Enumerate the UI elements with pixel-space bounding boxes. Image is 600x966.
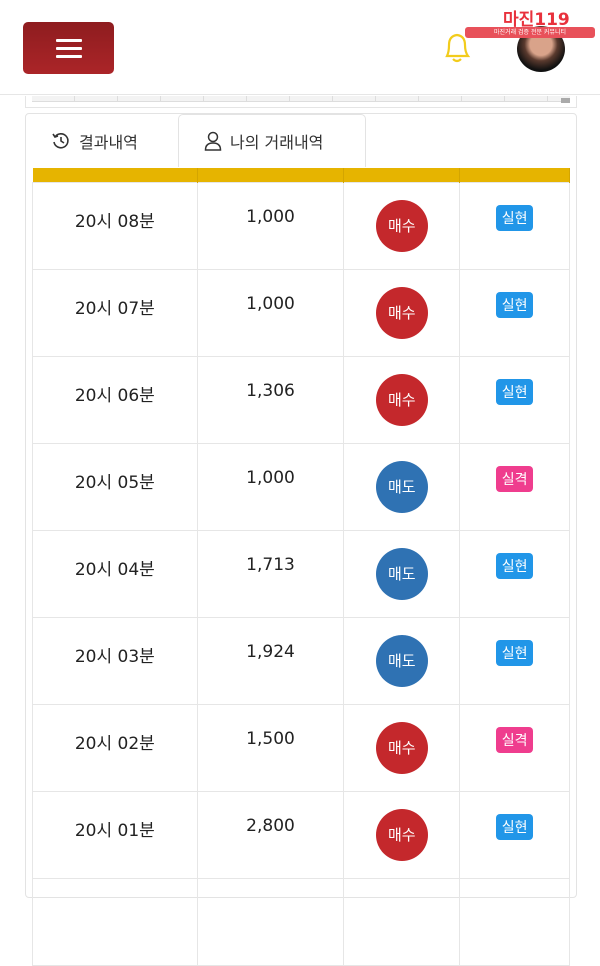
tab-label: 나의 거래내역 <box>230 133 324 152</box>
history-icon <box>52 132 69 149</box>
tab-label: 결과내역 <box>79 132 138 152</box>
table-row <box>32 877 570 966</box>
table-row[interactable]: 20시 06분 1,306 매수 실현 <box>32 355 570 444</box>
tab-my-trades[interactable]: 나의 거래내역 <box>178 114 366 167</box>
trade-amount: 1,924 <box>196 616 345 705</box>
side-badge: 매도 <box>375 634 428 687</box>
tab-results[interactable]: 결과내역 <box>51 114 138 167</box>
trade-time: 20시 04분 <box>32 529 198 618</box>
table-header <box>32 168 570 182</box>
menu-button[interactable] <box>23 22 114 74</box>
table-row[interactable]: 20시 02분 1,500 매수 실격 <box>32 703 570 792</box>
scrollbar[interactable] <box>561 98 570 103</box>
result-badge: 실현 <box>495 204 534 231</box>
result-badge: 실현 <box>495 639 534 666</box>
app-header: 마진119 마진거래 검증 전문 커뮤니티 <box>0 0 600 95</box>
result-badge: 실현 <box>495 552 534 579</box>
side-badge: 매수 <box>375 808 428 861</box>
trade-time: 20시 08분 <box>32 181 198 270</box>
trade-time: 20시 01분 <box>32 790 198 879</box>
trade-amount: 1,713 <box>196 529 345 618</box>
side-badge: 매수 <box>375 199 428 252</box>
trade-amount: 1,500 <box>196 703 345 792</box>
tab-bar: 결과내역 나의 거래내역 <box>26 114 576 167</box>
trade-amount: 2,800 <box>196 790 345 879</box>
side-badge: 매도 <box>375 460 428 513</box>
table-row[interactable]: 20시 08분 1,000 매수 실현 <box>32 181 570 270</box>
table-row[interactable]: 20시 03분 1,924 매도 실현 <box>32 616 570 705</box>
side-badge: 매수 <box>375 721 428 774</box>
hamburger-icon <box>55 38 82 42</box>
side-badge: 매도 <box>375 547 428 600</box>
watermark-logo: 마진119 마진거래 검증 전문 커뮤니티 <box>465 5 595 38</box>
side-badge: 매수 <box>375 286 428 339</box>
trade-amount: 1,000 <box>196 442 345 531</box>
table-row[interactable]: 20시 01분 2,800 매수 실현 <box>32 790 570 879</box>
trade-time: 20시 07분 <box>32 268 198 357</box>
result-badge: 실현 <box>495 378 534 405</box>
trade-time: 20시 03분 <box>32 616 198 705</box>
result-badge: 실격 <box>495 726 534 753</box>
user-icon <box>204 131 222 151</box>
side-badge: 매수 <box>375 373 428 426</box>
table-row[interactable]: 20시 05분 1,000 매도 실격 <box>32 442 570 531</box>
trade-time: 20시 06분 <box>32 355 198 444</box>
bell-icon[interactable] <box>440 30 474 66</box>
result-badge: 실현 <box>495 813 534 840</box>
trade-table: 20시 08분 1,000 매수 실현 20시 07분 1,000 매수 실현 20… <box>32 168 570 966</box>
table-row[interactable]: 20시 04분 1,713 매도 실현 <box>32 529 570 618</box>
trade-amount: 1,000 <box>196 268 345 357</box>
table-row[interactable]: 20시 07분 1,000 매수 실현 <box>32 268 570 357</box>
result-badge: 실격 <box>495 465 534 492</box>
trade-time: 20시 02분 <box>32 703 198 792</box>
trade-amount: 1,306 <box>196 355 345 444</box>
history-card: 결과내역 나의 거래내역 20시 08분 1,000 매수 실현 20시 07분 … <box>25 113 577 966</box>
trade-time: 20시 05분 <box>32 442 198 531</box>
horizontal-scroll-strip <box>25 96 577 108</box>
trade-amount: 1,000 <box>196 181 345 270</box>
result-badge: 실현 <box>495 291 534 318</box>
